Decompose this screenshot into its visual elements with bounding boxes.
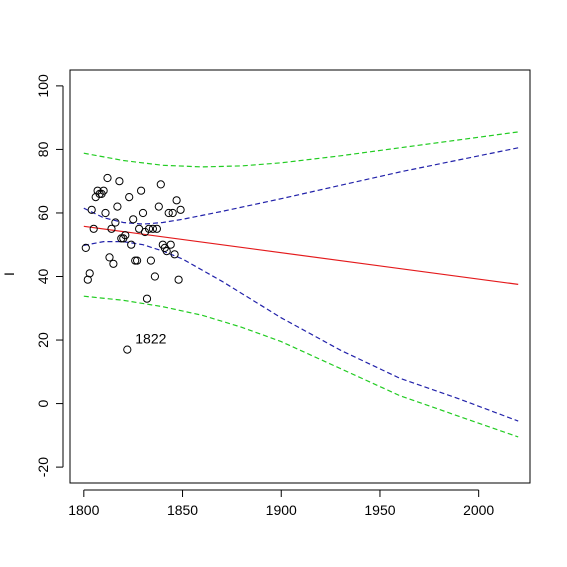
y-tick-label: 60 — [35, 205, 51, 221]
plot-frame — [69, 69, 531, 484]
data-point — [103, 173, 112, 183]
data-point — [164, 208, 173, 218]
data-point — [125, 193, 134, 202]
y-tick-label: 100 — [35, 74, 51, 98]
data-point — [176, 205, 185, 214]
y-axis-title: I — [1, 272, 17, 276]
data-point — [152, 224, 161, 233]
data-point — [170, 250, 179, 259]
y-tick-label: 80 — [35, 141, 51, 157]
data-point — [89, 224, 98, 233]
data-point — [150, 272, 159, 281]
x-tick-label: 1900 — [266, 502, 297, 518]
data-point — [107, 224, 116, 233]
data-point — [109, 259, 118, 268]
point-annotation: 1822 — [135, 331, 166, 347]
x-tick-label: 2000 — [463, 502, 494, 518]
data-point — [133, 256, 142, 265]
x-tick-label: 1850 — [167, 502, 198, 518]
y-tick-label: 20 — [35, 332, 51, 348]
y-tick-label: -20 — [35, 457, 51, 477]
data-point — [138, 208, 148, 218]
data-point — [87, 205, 96, 214]
data-point — [156, 180, 165, 189]
data-point — [123, 345, 132, 354]
y-tick-label: 40 — [35, 269, 51, 285]
series-layer — [83, 131, 519, 438]
data-point — [168, 208, 177, 218]
data-point — [81, 243, 90, 252]
y-tick-label: 0 — [35, 399, 51, 407]
x-tick-label: 1950 — [364, 502, 395, 518]
data-point — [148, 224, 157, 233]
data-point — [146, 256, 155, 265]
prediction-upper-line — [83, 131, 519, 168]
data-point — [113, 202, 122, 211]
y-axis: -20 0 20 40 60 80 100 — [35, 74, 64, 477]
fit-line — [83, 225, 519, 285]
annotation-layer: 1822 — [135, 331, 166, 347]
data-point — [172, 196, 181, 205]
data-point — [162, 247, 171, 256]
data-point — [154, 202, 163, 211]
data-point — [121, 231, 130, 240]
points-layer — [81, 173, 185, 354]
data-point — [129, 215, 138, 224]
prediction-lower-line — [83, 295, 519, 438]
data-point — [166, 240, 175, 249]
data-point — [144, 224, 154, 233]
data-point — [137, 186, 146, 195]
data-point — [174, 275, 183, 284]
data-point — [115, 177, 124, 186]
data-point — [142, 294, 152, 303]
data-point — [111, 218, 120, 227]
data-point — [127, 240, 136, 249]
confidence-upper-line — [83, 147, 519, 225]
x-axis: 1800 1850 1900 1950 2000 — [68, 489, 494, 518]
data-point — [101, 208, 110, 218]
data-point — [105, 253, 114, 262]
data-point — [99, 186, 108, 195]
data-point — [85, 269, 94, 278]
x-tick-label: 1800 — [68, 502, 99, 518]
